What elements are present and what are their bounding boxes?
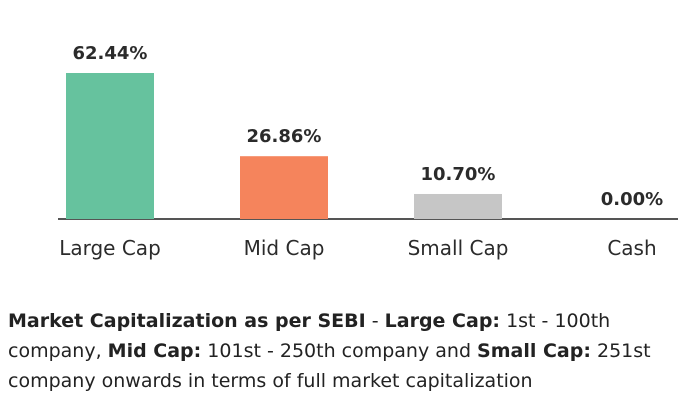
bar-small-cap: [414, 193, 502, 219]
caption-small-cap-text: 251st company onwards in terms of full m…: [8, 340, 651, 392]
caption-mid-cap-label: Mid Cap:: [107, 340, 202, 362]
bar-large-cap: [66, 73, 154, 219]
value-label-mid-cap: 26.86%: [247, 126, 322, 147]
category-label-mid-cap: Mid Cap: [244, 236, 325, 260]
value-label-cash: 0.00%: [601, 189, 663, 210]
caption-mid-cap-text: 101st - 250th company and: [201, 340, 478, 362]
category-label-cash: Cash: [607, 236, 656, 260]
market-cap-caption: Market Capitalization as per SEBI - Larg…: [8, 306, 692, 396]
caption-separator: -: [365, 310, 385, 332]
caption-small-cap-label: Small Cap:: [477, 340, 591, 362]
caption-large-cap-text: 1st - 100th company,: [8, 310, 611, 362]
bar-mid-cap: [240, 156, 328, 219]
category-label-large-cap: Large Cap: [59, 236, 161, 260]
value-label-large-cap: 62.44%: [73, 43, 148, 64]
caption-heading: Market Capitalization as per SEBI: [8, 310, 366, 332]
value-label-small-cap: 10.70%: [421, 164, 496, 185]
market-cap-bar-chart: 62.44% Large Cap 26.86% Mid Cap 10.70% Small …: [58, 43, 678, 260]
category-label-small-cap: Small Cap: [408, 236, 509, 260]
caption-large-cap-label: Large Cap:: [384, 310, 501, 332]
